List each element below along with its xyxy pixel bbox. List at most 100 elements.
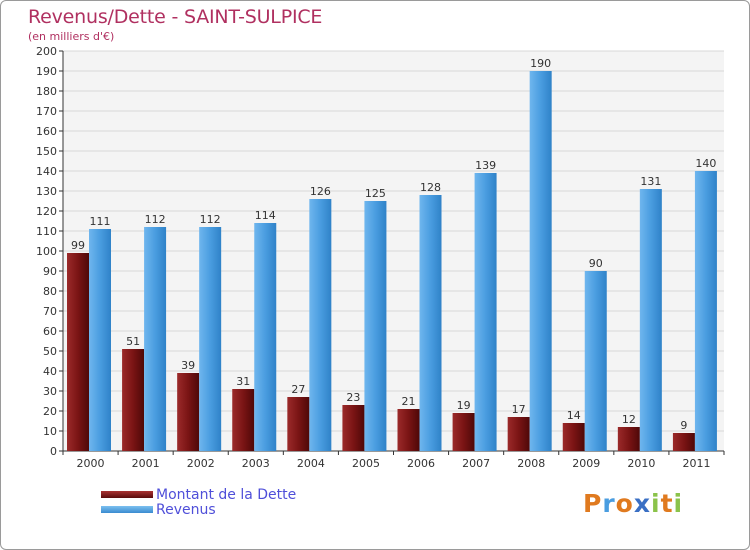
y-tick-label: 40 (43, 365, 57, 378)
y-tick-label: 200 (36, 45, 57, 58)
bar-revenus (144, 227, 167, 451)
legend-label-revenus: Revenus (156, 501, 216, 518)
x-tick-label: 2001 (132, 457, 160, 470)
x-tick-label: 2000 (77, 457, 105, 470)
bar-dette (562, 423, 585, 451)
chart-title: Revenus/Dette - SAINT-SULPICE (28, 6, 323, 28)
x-tick-label: 2004 (297, 457, 325, 470)
legend-item-dette: Montant de la Dette (101, 486, 297, 503)
data-label: 140 (695, 157, 716, 170)
x-tick-label: 2003 (242, 457, 270, 470)
data-label: 14 (567, 409, 581, 422)
x-tick-label: 2011 (682, 457, 710, 470)
x-tick-label: 2010 (627, 457, 655, 470)
y-tick-label: 180 (36, 85, 57, 98)
bar-dette (177, 373, 200, 451)
data-label: 21 (402, 395, 416, 408)
y-tick-label: 170 (36, 105, 57, 118)
bar-dette (287, 397, 310, 451)
y-tick-label: 90 (43, 265, 57, 278)
data-label: 112 (200, 213, 221, 226)
bar-revenus (309, 199, 332, 451)
y-tick-label: 10 (43, 425, 57, 438)
data-label: 99 (71, 239, 85, 252)
bar-revenus (89, 229, 111, 451)
logo-letter: o (615, 489, 634, 518)
bar-revenus (254, 223, 277, 451)
logo-letter: t (660, 489, 674, 518)
data-label: 126 (310, 185, 331, 198)
x-tick-label: 2006 (407, 457, 435, 470)
data-label: 128 (420, 181, 441, 194)
y-tick-label: 130 (36, 185, 57, 198)
data-label: 114 (255, 209, 276, 222)
bar-revenus (419, 195, 442, 451)
bar-revenus (694, 171, 717, 451)
x-tick-label: 2008 (517, 457, 545, 470)
bar-dette (232, 389, 255, 451)
data-label: 23 (346, 391, 360, 404)
legend-swatch-revenus (101, 506, 153, 513)
data-label: 17 (512, 403, 526, 416)
data-label: 19 (457, 399, 471, 412)
y-tick-label: 20 (43, 405, 57, 418)
logo-letter: x (633, 489, 651, 518)
x-tick-label: 2007 (462, 457, 490, 470)
y-tick-label: 150 (36, 145, 57, 158)
logo-letter: P (583, 489, 603, 518)
y-tick-label: 60 (43, 325, 57, 338)
bar-dette (342, 405, 365, 451)
bar-dette (122, 349, 145, 451)
logo-letter: i (651, 489, 661, 518)
data-label: 125 (365, 187, 386, 200)
data-label: 131 (640, 175, 661, 188)
bar-dette (507, 417, 530, 451)
data-label: 51 (126, 335, 140, 348)
chart-subtitle: (en milliers d'€) (28, 30, 115, 43)
y-tick-label: 0 (50, 445, 57, 458)
legend-swatch-dette (101, 491, 153, 498)
x-tick-label: 2002 (187, 457, 215, 470)
bar-revenus (584, 271, 607, 451)
y-tick-label: 70 (43, 305, 57, 318)
y-tick-label: 140 (36, 165, 57, 178)
bar-revenus (199, 227, 222, 451)
proxiti-logo: Proxiti (583, 489, 683, 518)
bar-dette (397, 409, 420, 451)
y-tick-label: 50 (43, 345, 57, 358)
bar-dette (617, 427, 640, 451)
legend-label-dette: Montant de la Dette (156, 486, 297, 503)
y-tick-label: 30 (43, 385, 57, 398)
chart-legend: Montant de la Dette Revenus (101, 486, 297, 518)
data-label: 12 (622, 413, 636, 426)
y-tick-label: 110 (36, 225, 57, 238)
y-tick-label: 190 (36, 65, 57, 78)
data-label: 112 (145, 213, 166, 226)
y-tick-label: 80 (43, 285, 57, 298)
y-tick-label: 120 (36, 205, 57, 218)
y-tick-label: 100 (36, 245, 57, 258)
data-label: 31 (236, 375, 250, 388)
data-label: 190 (530, 57, 551, 70)
logo-letter: r (602, 489, 616, 518)
y-tick-label: 160 (36, 125, 57, 138)
data-label: 90 (589, 257, 603, 270)
legend-item-revenus: Revenus (101, 501, 296, 518)
data-label: 139 (475, 159, 496, 172)
bar-revenus (529, 71, 552, 451)
data-label: 9 (680, 419, 687, 432)
bar-dette (67, 253, 89, 451)
data-label: 111 (90, 215, 111, 228)
bar-dette (452, 413, 475, 451)
bar-revenus (474, 173, 497, 451)
bar-revenus (364, 201, 387, 451)
logo-letter: i (673, 489, 684, 518)
data-label: 27 (291, 383, 305, 396)
data-label: 39 (181, 359, 195, 372)
x-tick-label: 2005 (352, 457, 380, 470)
x-tick-label: 2009 (572, 457, 600, 470)
bar-revenus (639, 189, 662, 451)
bar-dette (672, 433, 695, 451)
